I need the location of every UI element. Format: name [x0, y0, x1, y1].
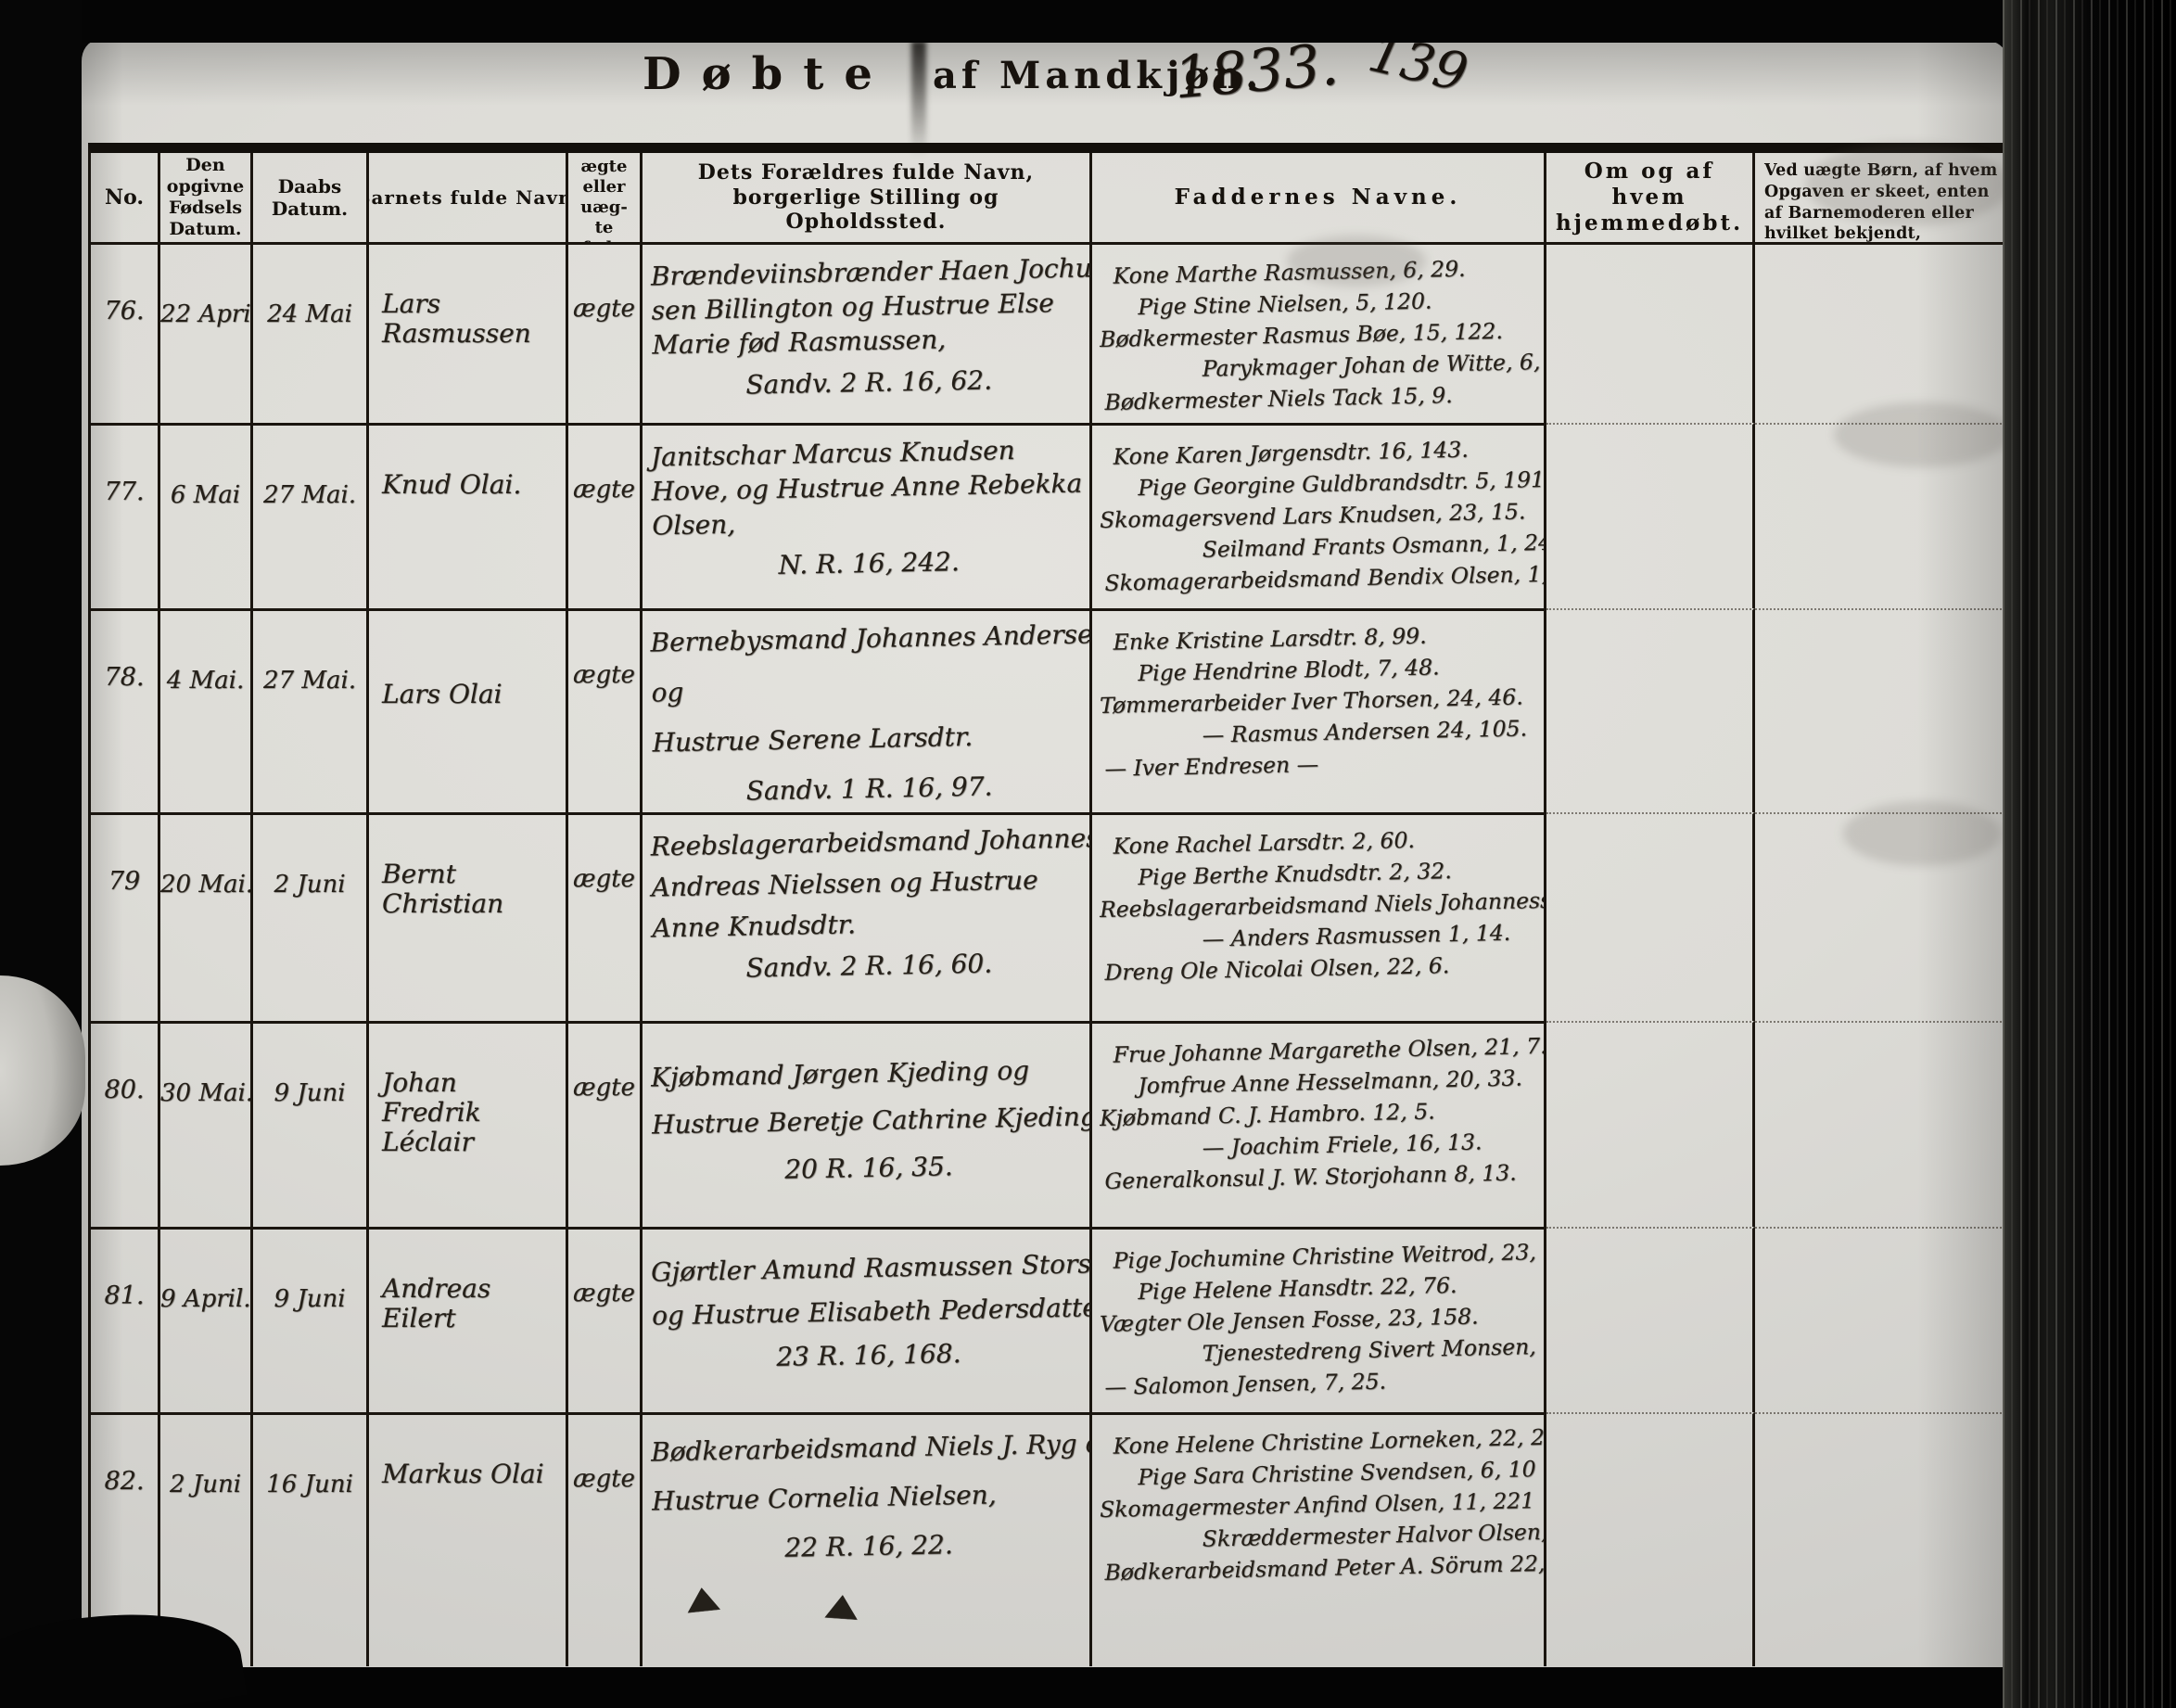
col-header-birth-date: Den opgivne Fødsels Datum.	[160, 153, 253, 242]
col-header-illegitimate: Ved uægte Børn, af hvem Opgaven er skeet…	[1764, 161, 1998, 242]
book-fore-edge	[2003, 0, 2176, 1708]
book-edge-bottom	[0, 1667, 2176, 1708]
bleed-through-smudge	[1843, 801, 2001, 866]
parents-info: Brændeviinsbrænder Haen Jochum- sen Bill…	[643, 242, 1092, 423]
baptism-date: 27 Mai.	[253, 423, 369, 608]
home-baptism-cell	[1546, 1412, 1755, 1666]
bleed-through-smudge	[1834, 402, 2010, 467]
illegitimate-note-cell	[1755, 242, 2009, 423]
parents-info: Bernebysmand Johannes Andersen og Hustru…	[643, 608, 1092, 812]
child-name: Andreas Eilert	[369, 1227, 568, 1412]
birth-date: 20 Mai.	[160, 812, 253, 1021]
legitimacy-note: ægte	[568, 812, 643, 1021]
book-edge-left	[0, 0, 82, 1708]
parents-info: Janitschar Marcus Knudsen Hove, og Hustr…	[643, 423, 1092, 608]
home-baptism-cell	[1546, 608, 1755, 812]
col-header-home-baptism: Om og af hvem hjemmedøbt.	[1546, 153, 1755, 242]
col-header-godparents: Faddernes Navne.	[1092, 153, 1546, 242]
legitimacy-note: ægte	[568, 1227, 643, 1412]
entry-number: 76.	[91, 242, 160, 423]
home-baptism-cell	[1546, 812, 1755, 1021]
birth-date: 30 Mai.	[160, 1021, 253, 1227]
child-name: Lars Rasmussen	[369, 242, 568, 423]
bleed-through-smudge	[1287, 236, 1426, 287]
illegitimate-note-cell	[1755, 1227, 2009, 1412]
register-row-81: 81. 9 April. 9 Juni Andreas Eilert ægte …	[91, 1227, 2009, 1412]
register-row-77: 77. 6 Mai 27 Mai. Knud Olai. ægte Janits…	[91, 423, 2009, 608]
register-row-79: 79 20 Mai. 2 Juni Bernt Christian ægte R…	[91, 812, 2009, 1021]
col-header-no: No.	[91, 153, 160, 242]
godparents-list: Kone Marthe Rasmussen, 6, 29. Pige Stine…	[1092, 242, 1546, 423]
entry-number: 79	[91, 812, 160, 1021]
bleed-through-smudge	[1806, 143, 2010, 226]
parents-info: Kjøbmand Jørgen Kjeding og Hustrue Beret…	[643, 1021, 1092, 1227]
legitimacy-note: ægte	[568, 242, 643, 423]
child-name: Bernt Christian	[369, 812, 568, 1021]
page-title-mandkjon: af Mandkjøn.	[933, 54, 1264, 97]
table-header-row: No. Den opgivne Fødsels Datum. Daabs Dat…	[91, 153, 2006, 242]
child-name: Markus Olai	[369, 1412, 568, 1666]
illegitimate-note-cell	[1755, 1412, 2009, 1666]
binding-shadow	[911, 41, 926, 157]
parents-info: Reebslagerarbeidsmand Johannes Andreas N…	[643, 812, 1092, 1021]
baptism-date: 9 Juni	[253, 1227, 369, 1412]
col-header-legitimacy: Om ægte eller uæg-te født.	[568, 153, 643, 242]
legitimacy-note: ægte	[568, 1412, 643, 1666]
col-header-parents: Dets Forældres fulde Navn, borgerlige St…	[643, 153, 1092, 242]
register-table: No. Den opgivne Fødsels Datum. Daabs Dat…	[88, 143, 2009, 1666]
home-baptism-cell	[1546, 423, 1755, 608]
baptism-date: 16 Juni	[253, 1412, 369, 1666]
child-name: Knud Olai.	[369, 423, 568, 608]
entry-number: 77.	[91, 423, 160, 608]
birth-date: 2 Juni	[160, 1412, 253, 1666]
birth-date: 4 Mai.	[160, 608, 253, 812]
entry-number: 80.	[91, 1021, 160, 1227]
col-header-child-name: Barnets fulde Navn.	[369, 153, 568, 242]
paper-sheet: Døbte af Mandkjøn. 1833. 139 No. Den opg…	[82, 23, 2012, 1669]
legitimacy-note: ægte	[568, 423, 643, 608]
illegitimate-note-cell	[1755, 608, 2009, 812]
godparents-list: Kone Karen Jørgensdtr. 16, 143. Pige Geo…	[1092, 423, 1546, 608]
godparents-list: Frue Johanne Margarethe Olsen, 21, 7. Jo…	[1092, 1021, 1546, 1227]
birth-date: 6 Mai	[160, 423, 253, 608]
legitimacy-note: ægte	[568, 608, 643, 812]
entry-number: 82.	[91, 1412, 160, 1666]
home-baptism-cell	[1546, 242, 1755, 423]
baptism-date: 27 Mai.	[253, 608, 369, 812]
birth-date: 22 April.	[160, 242, 253, 423]
godparents-list: Enke Kristine Larsdtr. 8, 99. Pige Hendr…	[1092, 608, 1546, 812]
godparents-list: Kone Helene Christine Lorneken, 22, 20. …	[1092, 1412, 1546, 1666]
baptism-date: 9 Juni	[253, 1021, 369, 1227]
register-row-76: 76. 22 April. 24 Mai Lars Rasmussen ægte…	[91, 242, 2009, 423]
baptism-date: 2 Juni	[253, 812, 369, 1021]
register-row-78: 78. 4 Mai. 27 Mai. Lars Olai ægte Berneb…	[91, 608, 2009, 812]
child-name: Johan Fredrik Léclair	[369, 1021, 568, 1227]
illegitimate-note-cell	[1755, 1021, 2009, 1227]
godparents-list: Pige Jochumine Christine Weitrod, 23, 50…	[1092, 1227, 1546, 1412]
register-row-82: 82. 2 Juni 16 Juni Markus Olai ægte Bødk…	[91, 1412, 2009, 1666]
book-edge-top	[0, 0, 2176, 43]
entry-number: 81.	[91, 1227, 160, 1412]
home-baptism-cell	[1546, 1227, 1755, 1412]
col-header-baptism-date: Daabs Datum.	[253, 153, 369, 242]
parents-info: Bødkerarbeidsmand Niels J. Ryg og Hustru…	[643, 1412, 1092, 1666]
entry-number: 78.	[91, 608, 160, 812]
child-name: Lars Olai	[369, 608, 568, 812]
birth-date: 9 April.	[160, 1227, 253, 1412]
illegitimate-note-cell	[1755, 423, 2009, 608]
legitimacy-note: ægte	[568, 1021, 643, 1227]
baptism-date: 24 Mai	[253, 242, 369, 423]
parents-info: Gjørtler Amund Rasmussen Storset og Hust…	[643, 1227, 1092, 1412]
illegitimate-note-cell	[1755, 812, 2009, 1021]
register-row-80: 80. 30 Mai. 9 Juni Johan Fredrik Léclair…	[91, 1021, 2009, 1227]
home-baptism-cell	[1546, 1021, 1755, 1227]
page-title-dobte: Døbte	[643, 48, 893, 100]
godparents-list: Kone Rachel Larsdtr. 2, 60. Pige Berthe …	[1092, 812, 1546, 1021]
